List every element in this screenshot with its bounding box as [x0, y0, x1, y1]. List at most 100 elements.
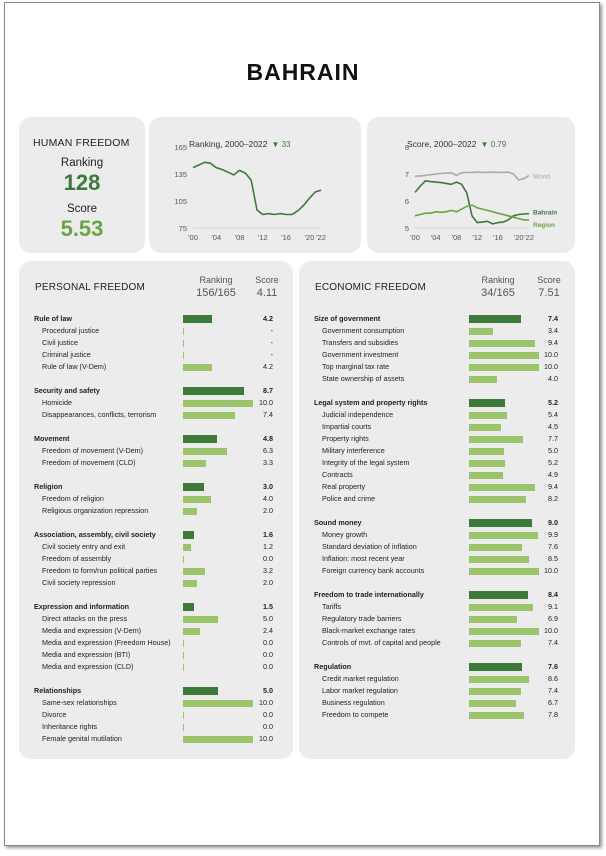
indicator-score-bar — [469, 688, 521, 695]
indicator-score-bar — [469, 376, 497, 383]
category-score-bar — [469, 591, 528, 599]
indicator-score: 9.4 — [548, 482, 558, 491]
category-label: Association, assembly, civil society — [34, 530, 156, 539]
indicator-row: Judicial independence 5.4 — [299, 409, 575, 421]
category-score-bar — [469, 663, 523, 671]
indicator-score: 6.9 — [548, 614, 558, 623]
indicator-row: Media and expression (Freedom House) 0.0 — [19, 637, 293, 649]
indicator-row: Government investment 10.0 — [299, 349, 575, 361]
category-score-bar — [183, 531, 195, 539]
category-label: Relationships — [34, 686, 82, 695]
category-label: Freedom to trade internationally — [314, 590, 424, 599]
category-score-bar — [183, 687, 218, 695]
category-score: 5.2 — [548, 398, 558, 407]
indicator-score-bar — [183, 712, 184, 719]
indicator-row: Female genital mutilation 10.0 — [19, 733, 293, 745]
indicator-row: Rule of law (V-Dem) 4.2 — [19, 361, 293, 373]
category-score: 1.5 — [263, 602, 273, 611]
indicator-score-bar — [183, 508, 197, 515]
indicator-score: 10.0 — [259, 698, 273, 707]
indicator-row: Direct attacks on the press 5.0 — [19, 613, 293, 625]
indicator-label: Labor market regulation — [322, 686, 398, 695]
y-tick-label: 75 — [179, 224, 187, 233]
indicator-score-bar — [469, 484, 535, 491]
indicator-score: 6.7 — [548, 698, 558, 707]
indicator-label: Transfers and subsidies — [322, 338, 399, 347]
economic-freedom-title: ECONOMIC FREEDOM — [315, 282, 426, 293]
indicator-label: Top marginal tax rate — [322, 362, 390, 371]
indicator-row: Foreign currency bank accounts 10.0 — [299, 565, 575, 577]
indicator-score: 5.2 — [548, 458, 558, 467]
indicator-score-bar — [469, 424, 501, 431]
category-score-bar — [183, 483, 204, 491]
indicator-score: 10.0 — [544, 566, 558, 575]
indicator-score-bar — [469, 496, 527, 503]
indicator-score-bar — [183, 580, 197, 587]
x-tick-label: '12 — [472, 233, 482, 242]
world-line — [414, 171, 530, 181]
indicator-score-bar — [183, 724, 184, 731]
economic-ranking-value: 34/165 — [481, 287, 515, 299]
indicator-score: 4.2 — [263, 362, 273, 371]
indicator-score-bar — [469, 460, 506, 467]
indicator-score: 5.0 — [263, 614, 273, 623]
indicator-label: Homicide — [42, 398, 72, 407]
indicator-label: Freedom of movement (V-Dem) — [42, 446, 144, 455]
indicator-score: 0.0 — [263, 662, 273, 671]
indicator-row: Divorce 0.0 — [19, 709, 293, 721]
category-row: Expression and information 1.5 — [19, 601, 293, 613]
indicator-score-bar — [469, 544, 523, 551]
indicator-label: Police and crime — [322, 494, 376, 503]
score-chart-title: Score, 2000–2022 ▼ 0.79 — [407, 139, 506, 149]
indicator-score-bar — [183, 640, 184, 647]
indicator-score-bar — [469, 364, 539, 371]
y-tick-label: 8 — [405, 143, 409, 152]
indicator-label: Money growth — [322, 530, 368, 539]
category-row: Legal system and property rights 5.2 — [299, 397, 575, 409]
indicator-row: Freedom of assembly 0.0 — [19, 553, 293, 565]
personal-freedom-title: PERSONAL FREEDOM — [35, 282, 146, 293]
indicator-row: Inheritance rights 0.0 — [19, 721, 293, 733]
economic-ranking-label: Ranking — [481, 275, 515, 285]
indicator-row: Civil justice - — [19, 337, 293, 349]
indicator-row: Integrity of the legal system 5.2 — [299, 457, 575, 469]
indicator-score-bar — [469, 328, 493, 335]
x-tick-label: '20 — [514, 233, 524, 242]
indicator-row: State ownership of assets 4.0 — [299, 373, 575, 385]
series-label: Region — [533, 222, 555, 229]
x-tick-label: '00 — [188, 233, 198, 242]
category-row: Relationships 5.0 — [19, 685, 293, 697]
indicator-score-bar — [469, 340, 535, 347]
y-tick-label: 135 — [174, 170, 187, 179]
indicator-score: 2.4 — [263, 626, 273, 635]
category-label: Sound money — [314, 518, 362, 527]
indicator-score-bar — [469, 712, 524, 719]
category-row: Freedom to trade internationally 8.4 — [299, 589, 575, 601]
indicator-score: 3.4 — [548, 326, 558, 335]
indicator-label: Freedom to form/run political parties — [42, 566, 158, 575]
indicator-score: 8.5 — [548, 554, 558, 563]
indicator-score-bar — [183, 736, 253, 743]
indicator-label: Civil society entry and exit — [42, 542, 126, 551]
indicator-score: 4.5 — [548, 422, 558, 431]
indicator-row: Tariffs 9.1 — [299, 601, 575, 613]
indicator-label: Contracts — [322, 470, 353, 479]
series-line — [192, 161, 322, 216]
indicator-score: 9.9 — [548, 530, 558, 539]
indicator-label: Military interference — [322, 446, 385, 455]
x-tick-label: '16 — [493, 233, 503, 242]
score-chart-title-text: Score, 2000–2022 — [407, 139, 477, 149]
indicator-score: 10.0 — [544, 362, 558, 371]
category-row: Association, assembly, civil society 1.6 — [19, 529, 293, 541]
score-chart-card: Score, 2000–2022 ▼ 0.79 5 6 7 8 '00 '04 '08 '12 '… — [367, 117, 575, 253]
indicator-score: 7.7 — [548, 434, 558, 443]
indicator-label: Criminal justice — [42, 350, 91, 359]
indicator-label: Government investment — [322, 350, 399, 359]
indicator-score: 3.2 — [263, 566, 273, 575]
indicator-score-bar — [469, 436, 523, 443]
category-row: Movement 4.8 — [19, 433, 293, 445]
indicator-score-bar — [183, 340, 184, 347]
indicator-row: Same-sex relationships 10.0 — [19, 697, 293, 709]
indicator-row: Property rights 7.7 — [299, 433, 575, 445]
indicator-label: Media and expression (BTI) — [42, 650, 131, 659]
